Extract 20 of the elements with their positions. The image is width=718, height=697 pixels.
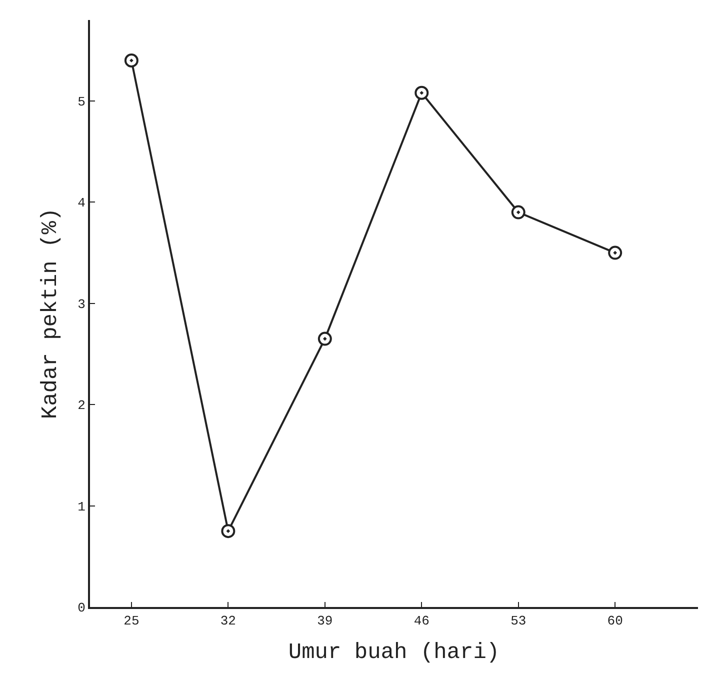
y-tick-label: 1 [78, 499, 86, 514]
y-tick-label: 2 [78, 398, 86, 414]
point [318, 332, 332, 346]
y-tick-label: 0 [78, 600, 86, 616]
point [124, 53, 138, 68]
y-tick-label: 5 [78, 94, 86, 110]
x-axis-title: Umur buah (hari) [288, 640, 500, 665]
point [511, 205, 526, 220]
point [608, 246, 622, 260]
x-tick-label: 32 [220, 614, 236, 629]
x-tick-label: 53 [510, 614, 526, 629]
point [414, 86, 429, 100]
x-tick-label: 60 [607, 614, 623, 629]
y-tick-label: 3 [78, 296, 86, 312]
y-axis-title: Kadar pektin (%) [38, 208, 63, 420]
x-tick-label: 46 [414, 614, 430, 629]
y-tick-label: 4 [78, 196, 86, 211]
point [221, 524, 236, 538]
x-tick-label: 25 [124, 614, 140, 629]
x-tick-label: 39 [317, 614, 333, 629]
